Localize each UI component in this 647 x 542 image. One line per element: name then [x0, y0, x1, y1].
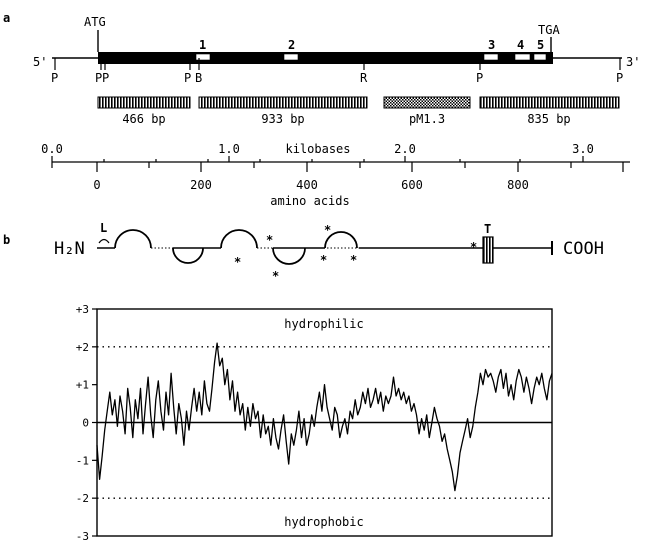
glyco-mark-1: *: [234, 255, 241, 269]
site-p-2: P: [95, 71, 102, 85]
restriction-site-ticks: [54, 58, 621, 70]
aa-axis-ticks: [96, 162, 624, 172]
site-p-1: P: [51, 71, 58, 85]
atg-label: ATG: [84, 15, 106, 29]
site-b: B: [195, 71, 202, 85]
exon-label-2: 2: [288, 38, 295, 52]
fragment-bar-835: [479, 96, 620, 109]
loop-down-2: [272, 247, 306, 265]
aa-tick-200: 200: [190, 178, 212, 192]
tga-label: TGA: [538, 23, 560, 37]
site-r: R: [360, 71, 368, 85]
fragment-bar-933: [198, 96, 368, 109]
aa-axis-label: amino acids: [270, 194, 349, 208]
fragment-label-933: 933 bp: [261, 112, 304, 126]
fragment-label-835: 835 bp: [527, 112, 570, 126]
y-axis-ticks: +3 +2 +1 0 -1 -2 -3: [76, 303, 97, 542]
kb-tick-0: 0.0: [41, 142, 63, 156]
loop-up-2: [220, 229, 258, 249]
kilobase-axis: [51, 156, 630, 168]
transmembrane-box: [482, 236, 494, 264]
exon-label-3: 3: [488, 38, 495, 52]
panel-b-label: b: [3, 233, 10, 247]
fragment-bar-pm13: [383, 96, 471, 109]
y-tick-label: 0: [82, 417, 89, 430]
region-label-hydrophilic: hydrophilic: [284, 317, 363, 331]
aa-tick-600: 600: [401, 178, 423, 192]
exon-label-4: 4: [517, 38, 524, 52]
glyco-mark-7: *: [470, 240, 477, 254]
n-terminus-label: H₂N: [54, 239, 85, 259]
kb-tick-3: 3.0: [572, 142, 594, 156]
y-tick-label: -3: [76, 530, 89, 542]
aa-tick-400: 400: [296, 178, 318, 192]
aa-tick-800: 800: [507, 178, 529, 192]
exon-label-5: 5: [537, 38, 544, 52]
site-p-6: P: [616, 71, 623, 85]
site-p-4: P: [184, 71, 191, 85]
fragment-label-466: 466 bp: [122, 112, 165, 126]
coding-region: [98, 52, 553, 64]
kb-axis-label: kilobases: [285, 142, 350, 156]
region-label-hydrophobic: hydrophobic: [284, 515, 363, 529]
exon-box-2: [283, 53, 299, 61]
hydropathy-plot: +3 +2 +1 0 -1 -2 -3 hydrophilic hydrophobic: [76, 303, 553, 542]
c-terminus-label: COOH: [563, 239, 604, 259]
glyco-mark-6: *: [350, 253, 357, 267]
loop-down-1: [172, 247, 204, 264]
kb-tick-2: 2.0: [394, 142, 416, 156]
aa-tick-0: 0: [93, 178, 100, 192]
y-tick-label: +2: [76, 341, 89, 354]
y-tick-label: -2: [76, 492, 89, 505]
exon-box-1: [195, 53, 211, 61]
loop-up-3: [324, 231, 358, 249]
glyco-mark-3: *: [272, 269, 279, 283]
site-p-5: P: [476, 71, 483, 85]
glyco-mark-5: *: [320, 253, 327, 267]
loop-up-1: [114, 229, 152, 249]
exon-label-1: 1: [199, 38, 206, 52]
glyco-mark-2: *: [266, 233, 273, 247]
kb-tick-1: 1.0: [218, 142, 240, 156]
five-prime-label: 5': [33, 55, 47, 69]
site-p-3: P: [102, 71, 109, 85]
leader-label: L: [100, 221, 107, 235]
y-tick-label: +3: [76, 303, 89, 316]
fragment-label-pm13: pM1.3: [409, 112, 445, 126]
exon-box-4: [514, 53, 531, 61]
y-tick-label: -1: [76, 454, 89, 467]
exon-box-5: [533, 53, 547, 61]
three-prime-label: 3': [626, 55, 640, 69]
exon-box-3: [483, 53, 499, 61]
fragment-bar-466: [97, 96, 191, 109]
glyco-mark-4: *: [324, 223, 331, 237]
panel-a-label: a: [3, 11, 10, 25]
hydropathy-series-line: [96, 342, 553, 492]
leader-arrow: [98, 238, 110, 244]
y-tick-label: +1: [76, 379, 89, 392]
transmembrane-label: T: [484, 222, 491, 236]
